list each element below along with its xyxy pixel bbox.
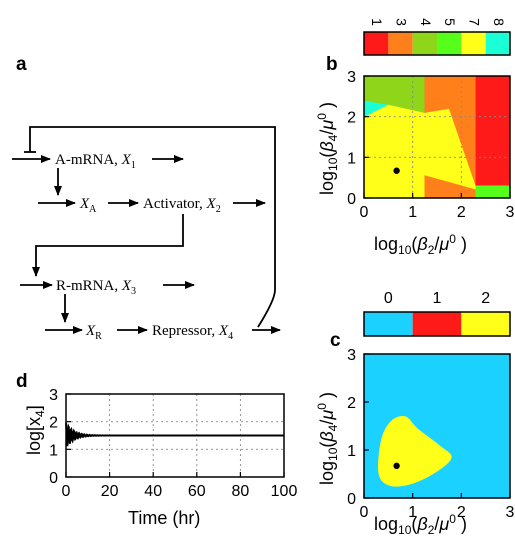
xtick-label-b-1: 1 [408,204,417,221]
node-xa: XA [79,196,97,215]
panel-c-plot: 0 1 2 3 0 1 2 3 [347,347,514,521]
xtick-label-d-5: 100 [271,483,298,500]
colorbar-c-swatch-1 [412,312,462,336]
ytick-label-d-3: 3 [49,387,58,404]
colorbar-b-swatch-5 [485,32,510,55]
colorbar-b-frame [363,31,511,56]
panel-a-letter: a [16,54,27,75]
ytick-label-b-3: 3 [347,69,356,86]
xtick-label-d-3: 60 [188,483,206,500]
panel-c-xlabel: log10(β2/μ0 ) [374,512,467,536]
region-b-value-1-5 [475,75,511,187]
panel-d-ticks: 0 20 40 60 80 100 0 1 2 3 [49,387,297,500]
xtick-label-d-4: 80 [232,483,250,500]
network-diagram: A-mRNA, X1 XA Activator, X2 R-mRNA, X3 X… [12,126,281,342]
panel-b-ticks: 0 1 2 3 0 1 2 3 [347,69,514,221]
panel-c-letter: c [330,330,341,351]
colorbar-b-swatch-1 [388,32,413,55]
panel-c-ylabel: log10(β4/μ0 ) [315,392,340,485]
ytick-label-d-0: 0 [49,470,58,487]
xtick-label-d-1: 20 [101,483,119,500]
panel-b-marker [393,167,400,174]
panel-d-trace [65,422,284,447]
colorbar-c-label-1: 1 [433,290,442,307]
node-repressor: Repressor, X4 [152,323,233,342]
colorbar-c-label-2: 2 [481,290,490,307]
colorbar-b-swatch-2 [412,32,437,55]
colorbar-c-label-0: 0 [384,290,393,307]
node-a-mrna: A-mRNA, X1 [55,152,136,171]
colorbar-b-swatch-0 [364,32,389,55]
xtick-label-b-3: 3 [506,204,515,221]
colorbar-b-label-4: 7 [467,18,483,26]
xtick-label-b-0: 0 [360,204,369,221]
colorbar-b-label-3: 5 [442,18,458,26]
ytick-label-b-2: 2 [347,110,356,127]
panel-d-ylabel: log[x4] [24,405,47,455]
colorbar-b-label-2: 4 [418,18,434,26]
panel-c-marker [393,462,400,470]
xtick-label-d-0: 0 [62,483,71,500]
ytick-label-b-0: 0 [347,191,356,208]
ytick-label-c-0: 0 [347,491,356,508]
xtick-label-c-1: 1 [408,504,417,521]
colorbar-b-swatch-3 [437,32,462,55]
panel-d-letter: d [16,371,28,392]
panel-b-grid [364,76,510,198]
xtick-label-c-3: 3 [506,504,515,521]
colorbar-b-label-5: 8 [491,18,507,26]
ytick-label-c-2: 2 [347,395,356,412]
xtick-label-b-2: 2 [457,204,466,221]
ytick-label-d-1: 1 [49,442,58,459]
panel-c-frame [363,353,511,499]
colorbar-b-label-0: 1 [369,18,385,26]
panel-d-plot: 0 20 40 60 80 100 0 1 2 3 [49,387,297,500]
colorbar-b-label-1: 3 [394,18,410,26]
ytick-label-c-3: 3 [347,347,356,364]
panel-d-frame [65,393,285,478]
node-xr: XR [85,323,102,342]
panel-b-frame [363,75,511,199]
panel-c-colorbar: 0 1 2 [363,290,511,337]
panel-d-xlabel: Time (hr) [128,508,200,528]
xtick-label-c-2: 2 [457,504,466,521]
panel-b-xlabel: log10(β2/μ0 ) [374,232,467,257]
colorbar-c-swatch-0 [364,312,413,336]
xtick-label-d-2: 40 [144,483,162,500]
colorbar-c-swatch-2 [461,312,510,336]
repression-feedback-line [29,126,276,328]
colorbar-c-frame [363,311,511,337]
ytick-label-d-2: 2 [49,415,58,432]
panel-b-plot: 0 1 2 3 0 1 2 3 [347,69,514,221]
activation-line [32,214,184,277]
colorbar-b-swatch-4 [461,32,486,55]
panel-b-regions [363,75,511,199]
xtick-label-c-0: 0 [360,504,369,521]
region-b-value-5-6 [475,185,511,199]
panel-b-ylabel: log10(β4/μ0 ) [315,102,340,195]
ytick-label-b-1: 1 [347,150,356,167]
node-activator: Activator, X2 [143,196,221,215]
node-r-mrna: R-mRNA, X3 [56,278,136,297]
ytick-label-c-1: 1 [347,443,356,460]
panel-c-ticks: 0 1 2 3 0 1 2 3 [347,347,514,521]
panel-b-letter: b [326,54,338,75]
